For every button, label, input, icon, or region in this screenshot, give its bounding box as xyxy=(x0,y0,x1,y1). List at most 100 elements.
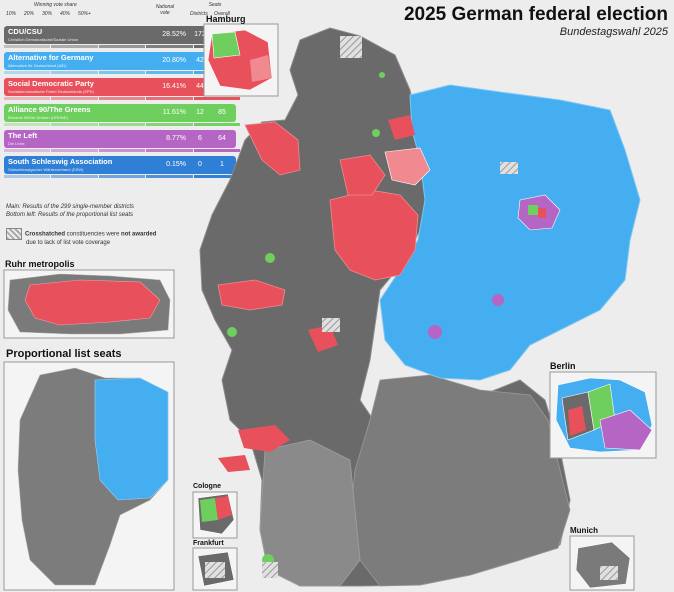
legend-notes: Main: Results of the 299 single-member d… xyxy=(6,203,134,219)
shade-swatch xyxy=(146,175,193,178)
shade-swatch xyxy=(4,175,51,178)
south-west-spd-region xyxy=(218,455,250,472)
seats-label: Seats xyxy=(208,2,222,8)
party-district-seats: 0 xyxy=(198,161,202,168)
shade-swatch xyxy=(146,149,193,152)
greens-spot xyxy=(372,129,380,137)
hamburg-spd-region xyxy=(384,147,431,186)
saar-spd-region xyxy=(238,425,290,452)
shade-swatch xyxy=(51,149,98,152)
party-district-seats: 44 xyxy=(196,83,204,90)
friesland-spd-region xyxy=(244,121,301,176)
shade-swatch xyxy=(146,123,193,126)
shade-swatch xyxy=(98,175,146,178)
party-district-seats: 172 xyxy=(194,31,206,38)
vote-share-shade-bars xyxy=(4,175,241,178)
districts-label: Districts xyxy=(190,11,208,17)
legend-party-row: Alliance 90/The Greens Bündnis 90/Die Grü… xyxy=(4,104,236,122)
party-description: Alternative für Deutschland (AfD) xyxy=(8,63,67,68)
shade-swatch xyxy=(193,123,241,126)
proportional-inset-title: Proportional list seats xyxy=(6,348,122,360)
legend: Winning vote share 10% 20% 30% 40% 50%+ … xyxy=(4,2,241,178)
party-description: Die Linke xyxy=(8,141,25,146)
ruhr-inset-title: Ruhr metropolis xyxy=(5,259,75,269)
shade-swatch xyxy=(4,149,51,152)
crosshatched-district xyxy=(500,162,518,174)
party-name: Alliance 90/The Greens xyxy=(8,105,91,114)
shade-swatch xyxy=(4,45,51,48)
munich-inset-title: Munich xyxy=(570,526,598,535)
shade-swatch xyxy=(98,123,146,126)
shade-swatch xyxy=(4,97,51,100)
party-national-vote: 28.52% xyxy=(162,31,186,38)
party-name: Alternative for Germany xyxy=(8,53,94,62)
national-vote-label: National vote xyxy=(155,4,175,16)
tick-label: 40% xyxy=(60,11,71,17)
shade-swatch xyxy=(51,123,98,126)
tick-label: 50%+ xyxy=(78,11,91,17)
party-national-vote: 0.15% xyxy=(166,161,186,168)
hamburg-inset-title: Hamburg xyxy=(206,14,246,24)
party-name: CDU/CSU xyxy=(8,27,43,36)
party-description: Christlich Demokratische/Soziale Union xyxy=(8,37,79,42)
party-district-seats: 6 xyxy=(198,135,202,142)
party-national-vote: 8.77% xyxy=(166,135,186,142)
greens-spot xyxy=(227,327,237,337)
cologne-inset-title: Cologne xyxy=(193,483,221,490)
shade-swatch xyxy=(193,97,241,100)
shade-swatch xyxy=(146,45,193,48)
legend-party-row: South Schleswig Association Südschleswigs… xyxy=(4,156,236,174)
note-line: Main: Results of the 299 single-member d… xyxy=(6,204,135,210)
party-name: Social Democratic Party xyxy=(8,79,94,88)
ruhr-spd-region xyxy=(217,279,286,311)
party-district-seats: 42 xyxy=(196,57,204,64)
greens-spot xyxy=(265,253,275,263)
frankfurt-inset-title: Frankfurt xyxy=(193,540,224,547)
bavaria-region xyxy=(349,374,571,587)
erfurt-left xyxy=(428,325,442,339)
hanover-area xyxy=(388,115,415,140)
shade-swatch xyxy=(98,71,146,74)
legend-party-row: Alternative for Germany Alternative für D… xyxy=(4,52,236,70)
overall-label: Overall xyxy=(214,11,230,17)
bremen-spd-region xyxy=(339,154,386,196)
shade-swatch xyxy=(98,97,146,100)
party-description: Südschleswigscher Wählerverband (SSW) xyxy=(8,167,84,172)
shade-swatch xyxy=(193,175,241,178)
party-description: Bündnis 90/Die Grünen (GRÜNE) xyxy=(8,115,68,120)
vote-share-shade-bars xyxy=(4,123,241,126)
tick-label: 10% xyxy=(6,11,17,17)
greens-spot xyxy=(379,72,385,78)
crosshatched-district xyxy=(322,318,340,332)
party-overall-seats: 85 xyxy=(218,109,226,116)
tick-label: 20% xyxy=(24,11,35,17)
baden-wuerttemberg-region xyxy=(259,439,361,587)
party-list: CDU/CSU Christlich Demokratische/Soziale … xyxy=(4,26,241,178)
party-national-vote: 11.61% xyxy=(162,109,186,116)
shade-swatch xyxy=(4,71,51,74)
crosshatched-district xyxy=(262,562,278,578)
shade-swatch xyxy=(98,45,146,48)
shade-swatch xyxy=(146,71,193,74)
shade-swatch xyxy=(146,97,193,100)
shade-swatch xyxy=(51,175,98,178)
legend-party-row: The Left Die Linke 8.77% 6 64 xyxy=(4,130,236,148)
legend-header: Winning vote share 10% 20% 30% 40% 50%+ … xyxy=(4,2,240,22)
map-subtitle: Bundestagswahl 2025 xyxy=(559,26,668,38)
shade-swatch xyxy=(51,97,98,100)
east-germany-afd-region xyxy=(379,84,641,381)
party-national-vote: 20.80% xyxy=(162,57,186,64)
party-district-seats: 12 xyxy=(196,109,204,116)
shade-swatch xyxy=(4,123,51,126)
crosshatch-note: Crosshatched constituencies were not awa… xyxy=(6,228,156,247)
lower-saxony-spd-region xyxy=(329,189,419,281)
tick-label: 30% xyxy=(42,11,53,17)
party-overall-seats: 1 xyxy=(220,161,224,168)
shade-swatch xyxy=(193,149,241,152)
vote-share-shade-bars xyxy=(4,149,241,152)
note-line: Bottom left: Results of the proportional… xyxy=(6,212,134,218)
vote-share-shade-bars xyxy=(4,97,241,100)
shade-swatch xyxy=(98,149,146,152)
party-name: South Schleswig Association xyxy=(8,157,113,166)
winning-vote-share-label: Winning vote share xyxy=(34,2,77,8)
